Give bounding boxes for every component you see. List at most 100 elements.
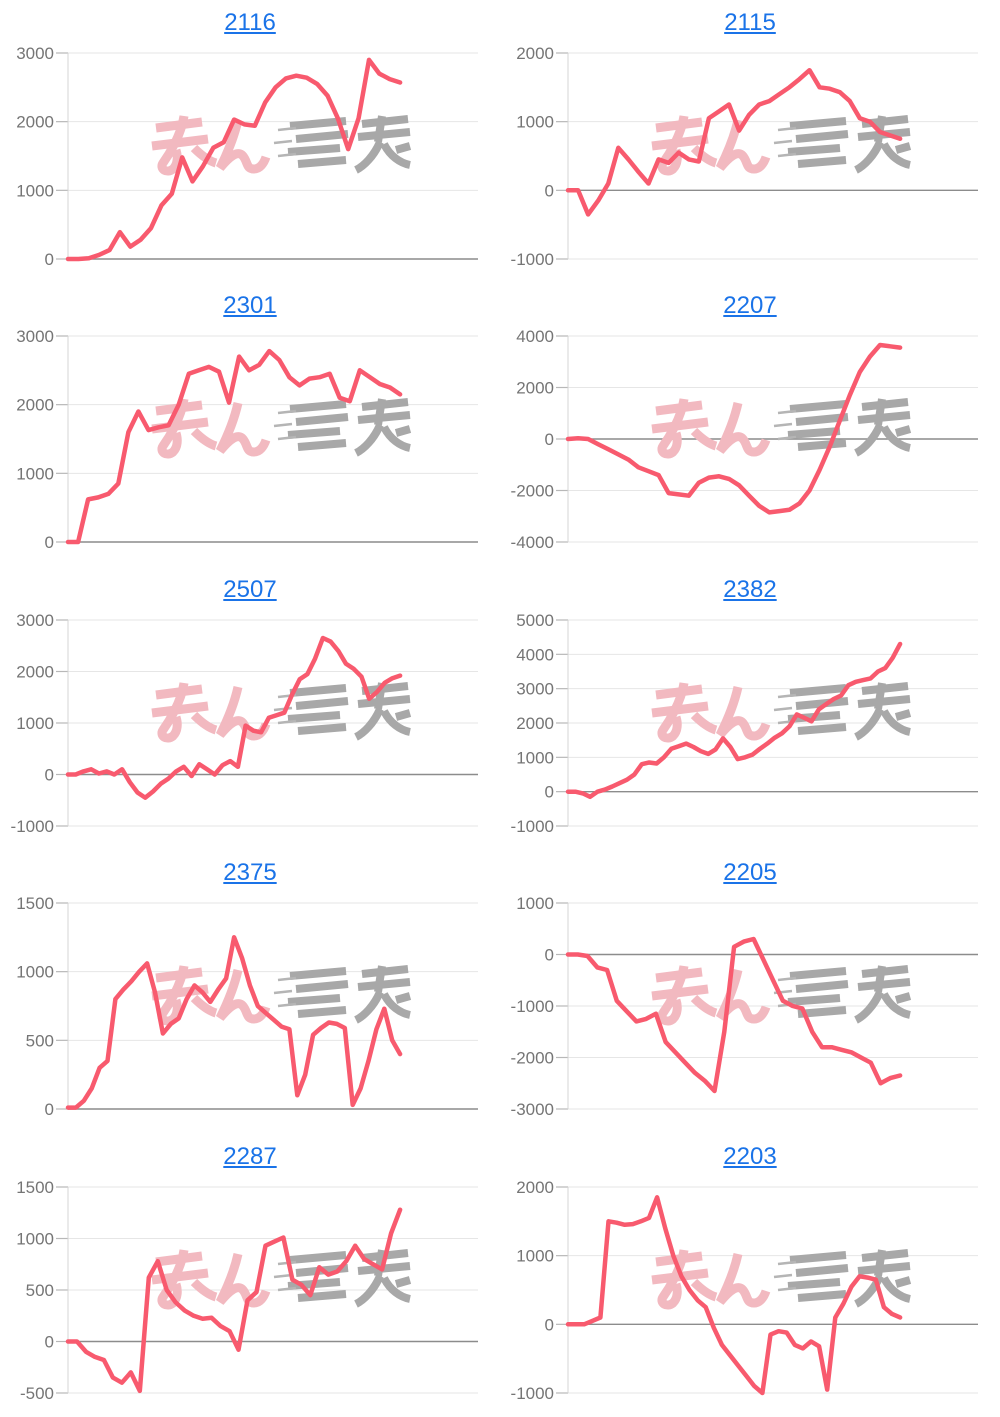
y-axis-label: 2000 — [516, 379, 554, 398]
y-axis-label: 3000 — [16, 327, 54, 346]
y-axis-label: 1000 — [16, 1229, 54, 1248]
chart-cell: 2287 1500 1000 500 0 -500 — [0, 1134, 500, 1417]
y-axis-label: -1000 — [11, 817, 54, 836]
minkabu-watermark — [152, 1250, 410, 1305]
y-axis-label: 1000 — [516, 748, 554, 767]
series-line — [565, 1194, 903, 1395]
y-axis-label: 500 — [26, 1031, 54, 1050]
y-axis-label: 2000 — [16, 113, 54, 132]
chart-canvas-4: 3000 2000 1000 0 -1000 — [11, 611, 478, 836]
chart-title: 2287 — [0, 1143, 500, 1171]
chart-title-link-7[interactable]: 2205 — [723, 859, 777, 887]
chart-canvas-0: 3000 2000 1000 0 — [16, 44, 478, 269]
minkabu-watermark — [152, 399, 410, 454]
y-axis-label: -2000 — [511, 1049, 554, 1068]
series-line — [565, 936, 903, 1094]
chart-title: 2301 — [0, 292, 500, 320]
minkabu-watermark — [652, 683, 910, 738]
chart-title: 2382 — [500, 576, 1000, 604]
y-axis-label: 0 — [45, 1100, 54, 1119]
y-axis-label: 1000 — [16, 714, 54, 733]
series-line — [65, 1207, 403, 1393]
chart-canvas-1: 2000 1000 0 -1000 — [511, 44, 978, 269]
y-axis-label: 0 — [45, 765, 54, 784]
series-line — [65, 349, 403, 545]
chart-cell: 2203 2000 1000 0 -1000 — [500, 1134, 1000, 1417]
chart-canvas-5: 5000 4000 3000 2000 1000 0 -1000 — [511, 611, 978, 836]
chart-title: 2115 — [500, 9, 1000, 37]
chart-cell: 2207 4000 2000 0 -2000 -4000 — [500, 283, 1000, 566]
chart-cell: 2382 5000 4000 3000 2000 1000 0 -1000 — [500, 567, 1000, 850]
y-axis-label: 4000 — [516, 327, 554, 346]
chart-title-link-1[interactable]: 2115 — [724, 9, 776, 36]
series-line — [65, 57, 403, 262]
series-line — [65, 935, 403, 1111]
y-axis-label: 0 — [545, 782, 554, 801]
y-axis-label: 0 — [545, 181, 554, 200]
y-axis-label: 3000 — [16, 44, 54, 63]
chart-cell: 2205 1000 0 -1000 -2000 -3000 — [500, 850, 1000, 1133]
chart-title-link-3[interactable]: 2207 — [723, 292, 777, 320]
y-axis-label: 0 — [45, 1332, 54, 1351]
y-axis-label: 5000 — [516, 611, 554, 630]
y-axis-label: 2000 — [16, 396, 54, 415]
chart-title-link-0[interactable]: 2116 — [224, 9, 276, 36]
series-line — [565, 67, 903, 217]
y-axis-label: 500 — [26, 1281, 54, 1300]
y-axis-label: 1000 — [16, 181, 54, 200]
chart-cell: 2115 2000 1000 0 -1000 — [500, 0, 1000, 283]
chart-canvas-8: 1500 1000 500 0 -500 — [16, 1178, 478, 1403]
series-line — [565, 343, 903, 516]
y-axis-label: -1000 — [511, 997, 554, 1016]
minkabu-watermark — [652, 399, 910, 454]
y-axis-label: 2000 — [516, 44, 554, 63]
y-axis-label: 0 — [545, 946, 554, 965]
y-axis-label: -4000 — [511, 533, 554, 552]
y-axis-label: -500 — [20, 1384, 54, 1403]
y-axis-label: 0 — [545, 430, 554, 449]
chart-title-link-8[interactable]: 2287 — [223, 1142, 277, 1170]
y-axis-label: -2000 — [511, 482, 554, 501]
y-axis-label: 1000 — [516, 1246, 554, 1265]
chart-title-link-2[interactable]: 2301 — [223, 292, 277, 320]
y-axis-label: -3000 — [511, 1100, 554, 1119]
y-axis-label: 0 — [545, 1315, 554, 1334]
y-axis-label: 1000 — [516, 113, 554, 132]
y-axis-label: 2000 — [516, 1178, 554, 1197]
y-axis-label: 3000 — [16, 611, 54, 630]
y-axis-label: 1000 — [16, 963, 54, 982]
y-axis-label: 1500 — [16, 1178, 54, 1197]
chart-cell: 2375 1500 1000 500 0 — [0, 850, 500, 1133]
series-line — [65, 635, 403, 800]
y-axis-label: 1500 — [16, 894, 54, 913]
chart-title-link-6[interactable]: 2375 — [223, 859, 277, 887]
chart-title: 2207 — [500, 292, 1000, 320]
y-axis-label: -1000 — [511, 1384, 554, 1403]
chart-title-link-5[interactable]: 2382 — [723, 575, 777, 603]
chart-canvas-7: 1000 0 -1000 -2000 -3000 — [511, 894, 978, 1119]
chart-cell: 2116 3000 2000 1000 0 — [0, 0, 500, 283]
chart-canvas-6: 1500 1000 500 0 — [16, 894, 478, 1119]
y-axis-label: 0 — [45, 250, 54, 269]
chart-cell: 2507 3000 2000 1000 0 -1000 — [0, 567, 500, 850]
y-axis-label: -1000 — [511, 250, 554, 269]
chart-title: 2203 — [500, 1143, 1000, 1171]
chart-title: 2375 — [0, 859, 500, 887]
chart-canvas-2: 3000 2000 1000 0 — [16, 327, 478, 552]
y-axis-label: -1000 — [511, 817, 554, 836]
y-axis-label: 2000 — [16, 662, 54, 681]
chart-title: 2507 — [0, 576, 500, 604]
chart-cell: 2301 3000 2000 1000 0 — [0, 283, 500, 566]
series-line — [565, 641, 903, 799]
chart-title-link-4[interactable]: 2507 — [223, 575, 277, 603]
minkabu-watermark — [152, 683, 410, 738]
chart-title-link-9[interactable]: 2203 — [723, 1142, 777, 1170]
y-axis-label: 3000 — [516, 679, 554, 698]
y-axis-label: 1000 — [16, 465, 54, 484]
chart-canvas-3: 4000 2000 0 -2000 -4000 — [511, 327, 978, 552]
chart-title: 2116 — [0, 9, 500, 37]
chart-title: 2205 — [500, 859, 1000, 887]
y-axis-label: 0 — [45, 533, 54, 552]
chart-canvas-9: 2000 1000 0 -1000 — [511, 1178, 978, 1403]
